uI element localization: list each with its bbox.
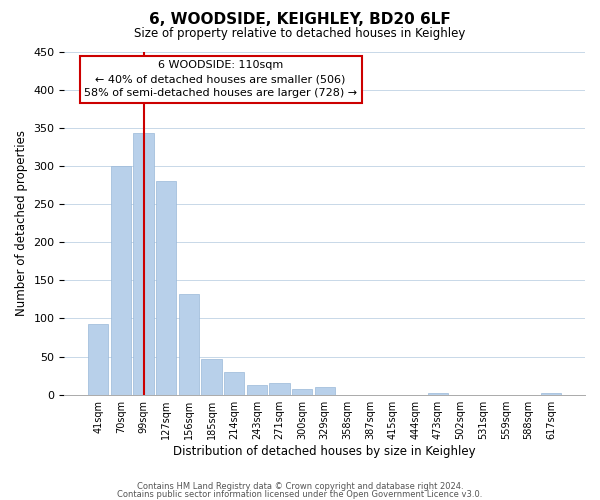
Bar [247,385,267,394]
Bar [201,359,221,394]
Text: Contains HM Land Registry data © Crown copyright and database right 2024.: Contains HM Land Registry data © Crown c… [137,482,463,491]
Bar [314,387,335,394]
Bar [133,133,154,394]
Text: Contains public sector information licensed under the Open Government Licence v3: Contains public sector information licen… [118,490,482,499]
Bar [224,372,244,394]
Bar [428,393,448,394]
Bar [88,324,109,394]
Bar [156,181,176,394]
X-axis label: Distribution of detached houses by size in Keighley: Distribution of detached houses by size … [173,444,476,458]
Bar [292,388,312,394]
Bar [179,294,199,394]
Text: Size of property relative to detached houses in Keighley: Size of property relative to detached ho… [134,28,466,40]
Y-axis label: Number of detached properties: Number of detached properties [15,130,28,316]
Bar [269,384,290,394]
Bar [541,393,562,394]
Text: 6 WOODSIDE: 110sqm
← 40% of detached houses are smaller (506)
58% of semi-detach: 6 WOODSIDE: 110sqm ← 40% of detached hou… [84,60,357,98]
Bar [111,166,131,394]
Text: 6, WOODSIDE, KEIGHLEY, BD20 6LF: 6, WOODSIDE, KEIGHLEY, BD20 6LF [149,12,451,28]
